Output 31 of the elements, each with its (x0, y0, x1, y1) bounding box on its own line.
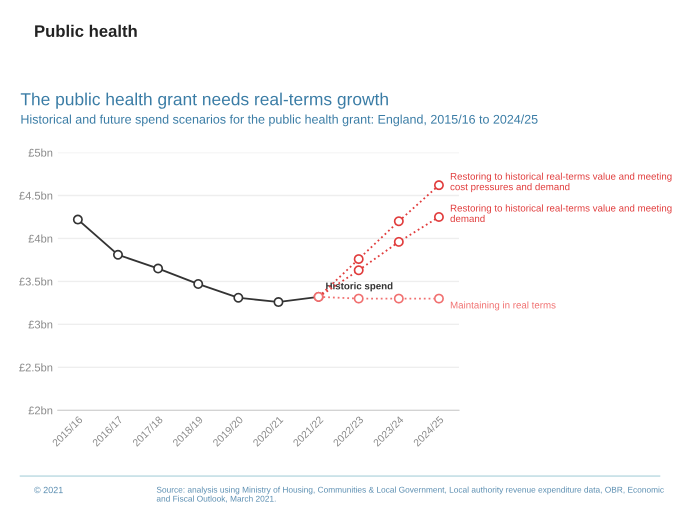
series-label: Restoring to historical real-terms value and meeting cost pressures and demand (450, 172, 672, 192)
point (394, 236, 404, 247)
point (233, 292, 244, 303)
point (153, 264, 164, 274)
y-tick-label: £4bn (28, 234, 52, 243)
point (273, 297, 284, 308)
point (434, 294, 444, 304)
y-tick-label: £3.5bn (19, 277, 52, 286)
y-tick-label: £2.5bn (19, 363, 52, 372)
source-note: Source: analysis using Ministry of Housing, Communities & Local Government, Local authority revenue expenditure data, OBR, Economic and Fiscal Outlook, March 2021. (156, 486, 664, 503)
chart-title: The public health grant needs real-terms growth (20, 92, 388, 109)
y-tick-label: £3bn (28, 320, 52, 328)
series-label: Maintaining in real terms (450, 301, 556, 310)
series-label: Historic spend (326, 282, 392, 292)
text: Public health (35, 24, 137, 37)
point (112, 250, 123, 260)
point (354, 254, 364, 264)
y-tick-label: £5bn (28, 148, 52, 157)
point (72, 214, 83, 225)
chart-subtitle: Historical and future spend scenarios for the public health grant: England, 2015/16 to 2024/25 (21, 114, 538, 126)
point (354, 294, 364, 304)
point (434, 212, 444, 222)
point (354, 265, 364, 276)
point (434, 180, 444, 190)
series-label: Restoring to historical real-terms value and meeting demand (450, 204, 672, 222)
point (394, 216, 404, 226)
point (394, 294, 404, 304)
point (193, 278, 204, 289)
y-tick-label: £4.5bn (19, 191, 52, 200)
y-tick-label: £2bn (28, 406, 52, 414)
text: © 2021 (34, 486, 63, 494)
